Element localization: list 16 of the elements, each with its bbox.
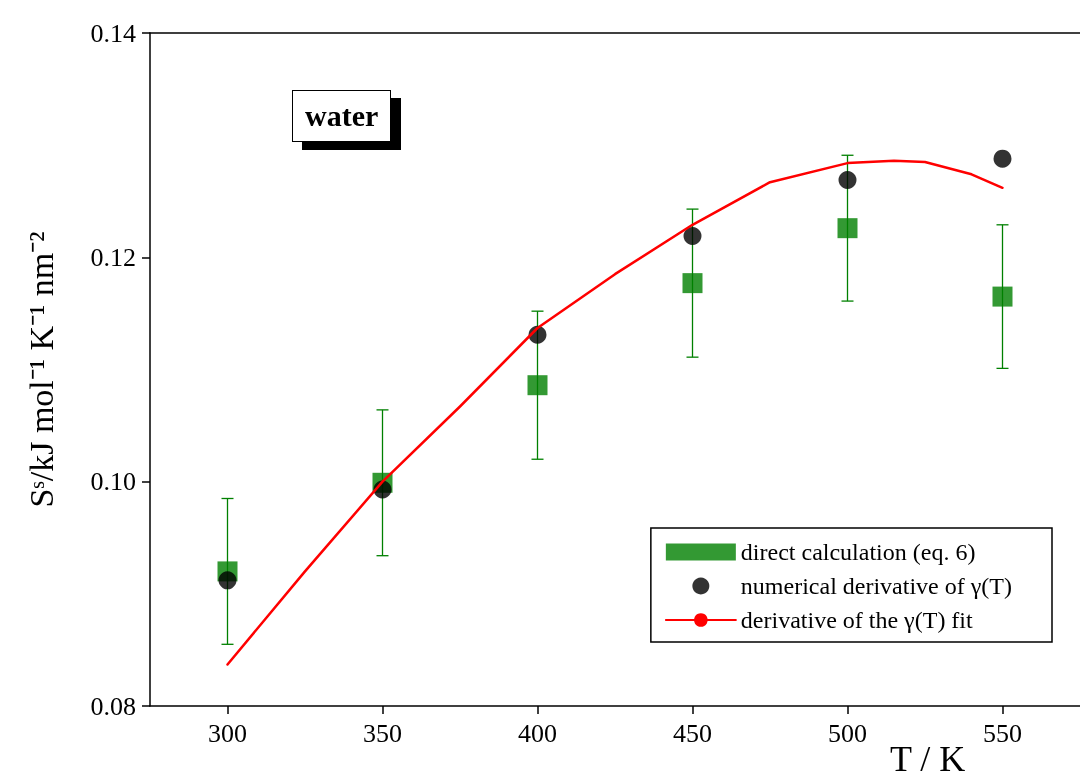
legend-label: derivative of the γ(T) fit: [740, 607, 974, 633]
x-tick-label: 500: [828, 718, 867, 748]
x-axis-title: T / K: [890, 738, 966, 780]
y-tick-label: 0.14: [90, 18, 136, 48]
x-tick-label: 550: [983, 718, 1022, 748]
x-tick-label: 450: [673, 718, 712, 748]
y-tick-label: 0.08: [90, 691, 136, 721]
y-tick-label: 0.12: [90, 242, 136, 272]
x-tick-label: 400: [518, 718, 557, 748]
legend-label: numerical derivative of γ(T): [740, 573, 1013, 599]
legend-label: direct calculation (eq. 6): [740, 539, 976, 565]
y-tick-label: 0.10: [90, 467, 136, 497]
annotation: water: [292, 90, 392, 142]
y-axis-title: Sˢ/kJ mol⁻¹ K⁻¹ nm⁻²: [22, 231, 60, 508]
x-tick-label: 350: [363, 718, 402, 748]
x-tick-label: 300: [208, 718, 247, 748]
